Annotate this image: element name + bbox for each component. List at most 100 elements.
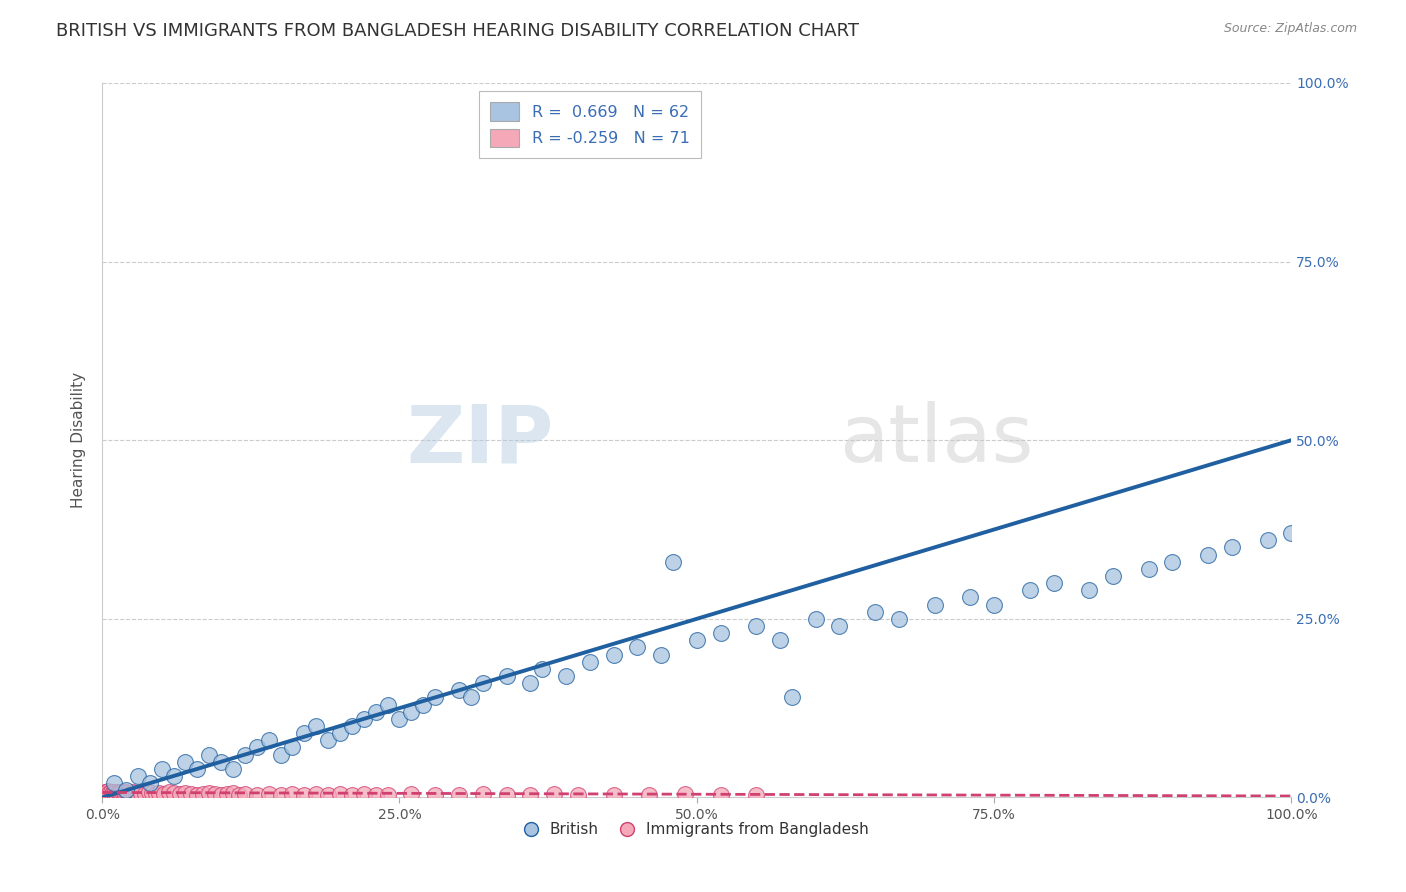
Point <box>228 788 250 802</box>
Point <box>162 786 184 800</box>
Point <box>104 785 127 799</box>
Point <box>257 733 280 747</box>
Point <box>804 612 827 626</box>
Point <box>169 787 191 801</box>
Point <box>673 787 696 801</box>
Point <box>111 785 134 799</box>
Legend: British, Immigrants from Bangladesh: British, Immigrants from Bangladesh <box>519 816 875 844</box>
Point <box>983 598 1005 612</box>
Point <box>222 786 245 800</box>
Point <box>316 733 339 747</box>
Point <box>198 747 221 762</box>
Point <box>364 788 387 802</box>
Point <box>377 698 399 712</box>
Point <box>97 784 120 798</box>
Point <box>101 785 124 799</box>
Point <box>401 787 423 801</box>
Point <box>519 788 541 802</box>
Y-axis label: Hearing Disability: Hearing Disability <box>72 372 86 508</box>
Point <box>257 787 280 801</box>
Point <box>863 605 886 619</box>
Point <box>495 669 517 683</box>
Point <box>103 776 125 790</box>
Point <box>246 740 269 755</box>
Point <box>959 591 981 605</box>
Point <box>555 669 578 683</box>
Point <box>329 726 352 740</box>
Point <box>198 786 221 800</box>
Point <box>401 705 423 719</box>
Point <box>103 786 125 800</box>
Point <box>131 786 153 800</box>
Point <box>114 787 136 801</box>
Point <box>100 787 122 801</box>
Text: Source: ZipAtlas.com: Source: ZipAtlas.com <box>1223 22 1357 36</box>
Point <box>107 785 129 799</box>
Point <box>662 555 685 569</box>
Point <box>174 755 197 769</box>
Point <box>174 786 197 800</box>
Point <box>150 762 173 776</box>
Point <box>141 786 163 800</box>
Point <box>1078 583 1101 598</box>
Point <box>425 788 447 802</box>
Point <box>186 788 208 802</box>
Point <box>1137 562 1160 576</box>
Point <box>353 712 375 726</box>
Point <box>108 785 131 799</box>
Point <box>709 788 731 802</box>
Point <box>887 612 910 626</box>
Point <box>127 769 149 783</box>
Point <box>769 633 792 648</box>
Point <box>292 726 315 740</box>
Point <box>578 655 600 669</box>
Point <box>96 785 118 799</box>
Point <box>828 619 851 633</box>
Point <box>519 676 541 690</box>
Point <box>650 648 672 662</box>
Point <box>567 788 589 802</box>
Point <box>531 662 554 676</box>
Point <box>1102 569 1125 583</box>
Point <box>745 788 768 802</box>
Point <box>115 785 138 799</box>
Point <box>281 740 304 755</box>
Point <box>305 719 328 733</box>
Point <box>100 785 122 799</box>
Point <box>233 787 256 801</box>
Point <box>117 786 139 800</box>
Point <box>93 785 115 799</box>
Point <box>193 787 215 801</box>
Point <box>134 787 156 801</box>
Point <box>1161 555 1184 569</box>
Point <box>246 788 269 802</box>
Point <box>316 788 339 802</box>
Point <box>686 633 709 648</box>
Point <box>122 785 145 799</box>
Point <box>204 787 226 801</box>
Point <box>447 788 470 802</box>
Point <box>305 787 328 801</box>
Point <box>638 788 661 802</box>
Text: atlas: atlas <box>839 401 1033 479</box>
Point <box>112 786 135 800</box>
Point <box>329 787 352 801</box>
Point <box>460 690 482 705</box>
Point <box>270 788 292 802</box>
Point <box>281 787 304 801</box>
Point <box>340 719 363 733</box>
Point <box>1279 526 1302 541</box>
Point <box>1257 533 1279 548</box>
Point <box>425 690 447 705</box>
Point <box>626 640 648 655</box>
Point <box>1220 541 1243 555</box>
Point <box>105 787 128 801</box>
Point <box>270 747 292 762</box>
Point <box>388 712 411 726</box>
Point <box>602 648 624 662</box>
Point <box>495 788 517 802</box>
Point <box>209 755 232 769</box>
Point <box>148 786 170 800</box>
Point <box>447 683 470 698</box>
Point <box>138 785 160 799</box>
